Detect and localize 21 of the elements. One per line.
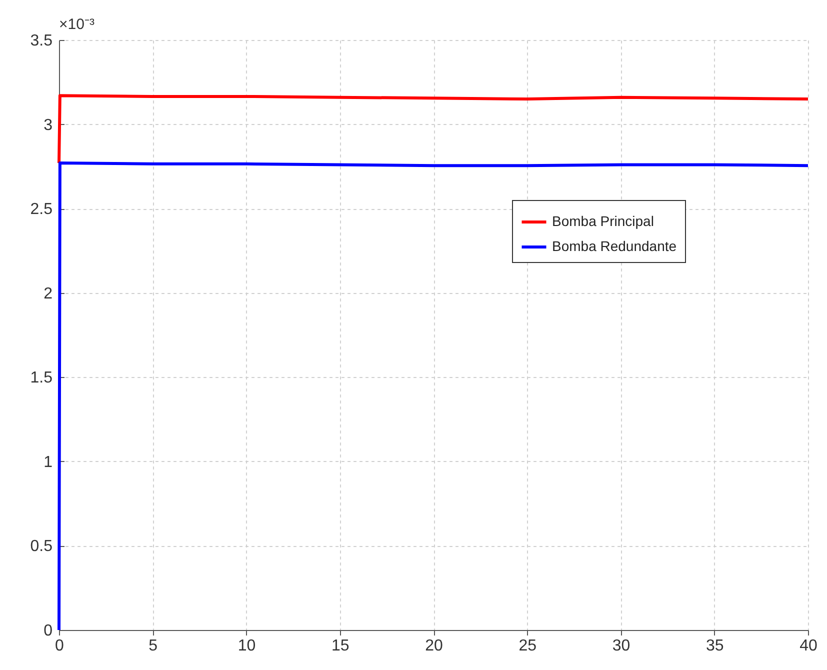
legend-label: Bomba Principal <box>552 213 654 229</box>
x-tick-label: 5 <box>148 638 158 654</box>
x-tick-label: 25 <box>518 638 537 654</box>
x-tick-label: 30 <box>612 638 630 654</box>
x-tick-label: 40 <box>800 638 818 654</box>
y-tick-label: 0 <box>44 622 53 640</box>
x-tick-label: 35 <box>706 638 724 654</box>
y-tick-label: 3 <box>44 116 53 134</box>
x-tick-label: 15 <box>331 638 350 654</box>
x-tick-label: 10 <box>238 638 256 654</box>
text: ×10⁻³ <box>59 16 94 33</box>
line-series <box>58 94 810 165</box>
y-tick-label: 2.5 <box>30 201 53 218</box>
y-tick-label: 1.5 <box>30 370 53 387</box>
legend-label: Bomba Redundante <box>552 238 677 254</box>
x-tick-label: 0 <box>55 638 64 654</box>
x-tick-label: 20 <box>425 638 443 654</box>
y-tick-label: 2 <box>44 285 53 302</box>
y-tick-label: 3.5 <box>30 32 53 50</box>
y-tick-label: 1 <box>44 454 53 471</box>
y-tick-label: 0.5 <box>30 538 53 556</box>
